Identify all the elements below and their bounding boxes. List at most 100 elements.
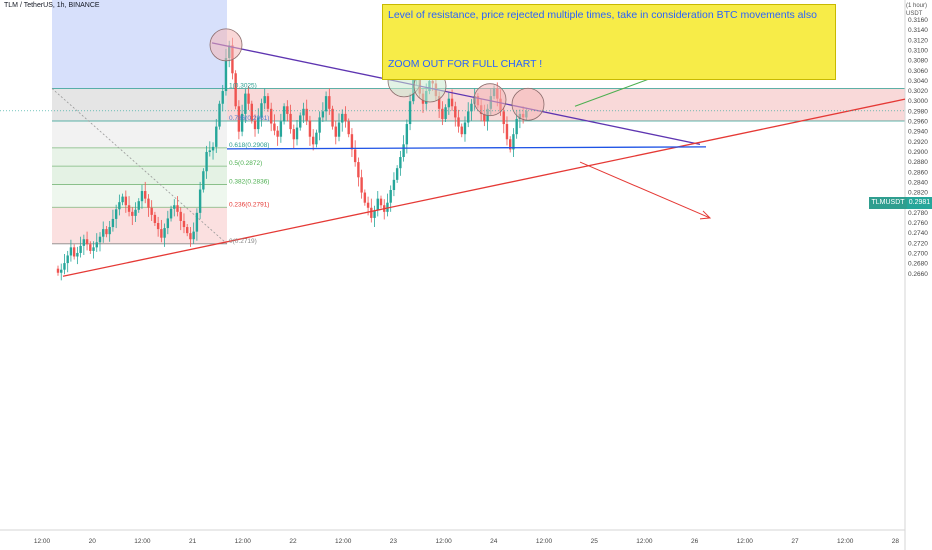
ascending-support-line xyxy=(62,98,906,277)
fib-zone-05 xyxy=(52,166,227,185)
candle-body xyxy=(450,98,454,107)
price-tick-label: 0.2760 xyxy=(908,220,928,227)
candle-body xyxy=(176,205,179,212)
candle-body xyxy=(192,231,195,240)
candle-body xyxy=(140,191,144,202)
fib-level-label: 0.5(0.2872) xyxy=(229,160,262,167)
candle-body xyxy=(311,136,315,145)
time-tick-label: 12:00 xyxy=(435,538,452,545)
price-tick-label: 0.2880 xyxy=(908,159,928,166)
price-tick-label: 0.2780 xyxy=(908,210,928,217)
candle-body xyxy=(215,126,218,147)
candle-body xyxy=(121,196,124,203)
annotation-line-2: ZOOM OUT FOR FULL CHART ! xyxy=(388,58,543,70)
candle-body xyxy=(337,122,341,137)
candle-body xyxy=(467,111,470,123)
price-tick-label: 0.3060 xyxy=(908,68,928,75)
candle-body xyxy=(505,124,509,140)
time-tick-label: 25 xyxy=(591,538,599,545)
candle-body xyxy=(447,98,451,108)
fib-level-label: 0.618(0.2908) xyxy=(229,142,269,149)
candle-body xyxy=(292,129,295,140)
candle-body xyxy=(389,190,392,203)
candle-body xyxy=(169,208,173,219)
candle-body xyxy=(331,108,334,127)
annotation-callout[interactable]: Level of resistance, price rejected mult… xyxy=(382,4,836,80)
candle-body xyxy=(395,168,399,180)
candle-body xyxy=(160,229,163,238)
candle-body xyxy=(273,123,276,131)
candle-body xyxy=(299,115,302,128)
candle-body xyxy=(318,117,321,133)
candle-body xyxy=(263,96,266,104)
candle-body xyxy=(257,117,260,130)
time-tick-label: 28 xyxy=(892,538,900,545)
candle-body xyxy=(363,192,367,203)
rejection-circle xyxy=(511,87,545,121)
time-tick-label: 12:00 xyxy=(536,538,553,545)
candle-body xyxy=(324,96,328,112)
candle-body xyxy=(457,117,460,127)
candle-body xyxy=(163,228,166,238)
candle-body xyxy=(69,247,73,256)
candle-body xyxy=(118,202,121,210)
candle-body xyxy=(166,218,170,229)
candle-body xyxy=(89,244,92,251)
price-tick-label: 0.2900 xyxy=(908,149,928,156)
fib-zone-top xyxy=(52,88,227,121)
candle-body xyxy=(279,121,283,137)
candle-body xyxy=(360,177,363,193)
time-tick-label: 27 xyxy=(791,538,799,545)
time-tick-label: 12:00 xyxy=(837,538,854,545)
candle-body xyxy=(502,111,505,125)
candle-body xyxy=(156,223,160,230)
candle-body xyxy=(92,247,95,251)
price-tick-label: 0.2980 xyxy=(908,108,928,115)
candle-body xyxy=(328,96,331,109)
fib-level-label: 0.382(0.2836) xyxy=(229,178,269,185)
time-tick-label: 26 xyxy=(691,538,699,545)
resistance-zone xyxy=(227,88,905,121)
fib-zone-0382 xyxy=(52,184,227,208)
candle-body xyxy=(182,220,186,228)
candle-body xyxy=(105,229,108,235)
candle-body xyxy=(234,73,237,107)
candle-body xyxy=(82,239,86,246)
price-tick-label: 0.2720 xyxy=(908,240,928,247)
candle-body xyxy=(253,120,257,130)
annotation-line-1: Level of resistance, price rejected mult… xyxy=(388,9,817,21)
price-tick-label: 0.2960 xyxy=(908,119,928,126)
price-tick-label: 0.3160 xyxy=(908,17,928,24)
candle-body xyxy=(173,205,176,209)
candle-body xyxy=(208,150,212,152)
fib-level-label: 0.786(0.2961) xyxy=(229,115,269,122)
candle-body xyxy=(63,263,66,270)
candle-body xyxy=(60,269,63,273)
candle-body xyxy=(353,149,357,163)
candle-body xyxy=(373,210,376,218)
candle-body xyxy=(357,162,360,178)
candle-body xyxy=(454,106,457,118)
candle-body xyxy=(189,233,192,240)
candle-body xyxy=(286,106,289,114)
candle-body xyxy=(289,113,292,130)
candle-body xyxy=(72,247,76,257)
rejection-circle xyxy=(209,28,243,62)
candle-body xyxy=(224,58,228,92)
candle-body xyxy=(269,108,273,124)
price-tick-label: 0.3100 xyxy=(908,47,928,54)
candle-body xyxy=(95,242,98,248)
candle-body xyxy=(56,268,60,273)
price-tick-label: 0.3080 xyxy=(908,58,928,65)
candle-body xyxy=(153,214,157,223)
candle-body xyxy=(344,113,347,122)
candle-body xyxy=(186,227,189,234)
fib-level-label: 0.236(0.2791) xyxy=(229,201,269,208)
fib-level-label: 1(0.3025) xyxy=(229,83,257,90)
price-tick-label: 0.2740 xyxy=(908,230,928,237)
candle-body xyxy=(79,245,82,253)
fib-trend-line xyxy=(51,88,228,245)
price-axis-unit-label: USDT xyxy=(906,11,923,17)
